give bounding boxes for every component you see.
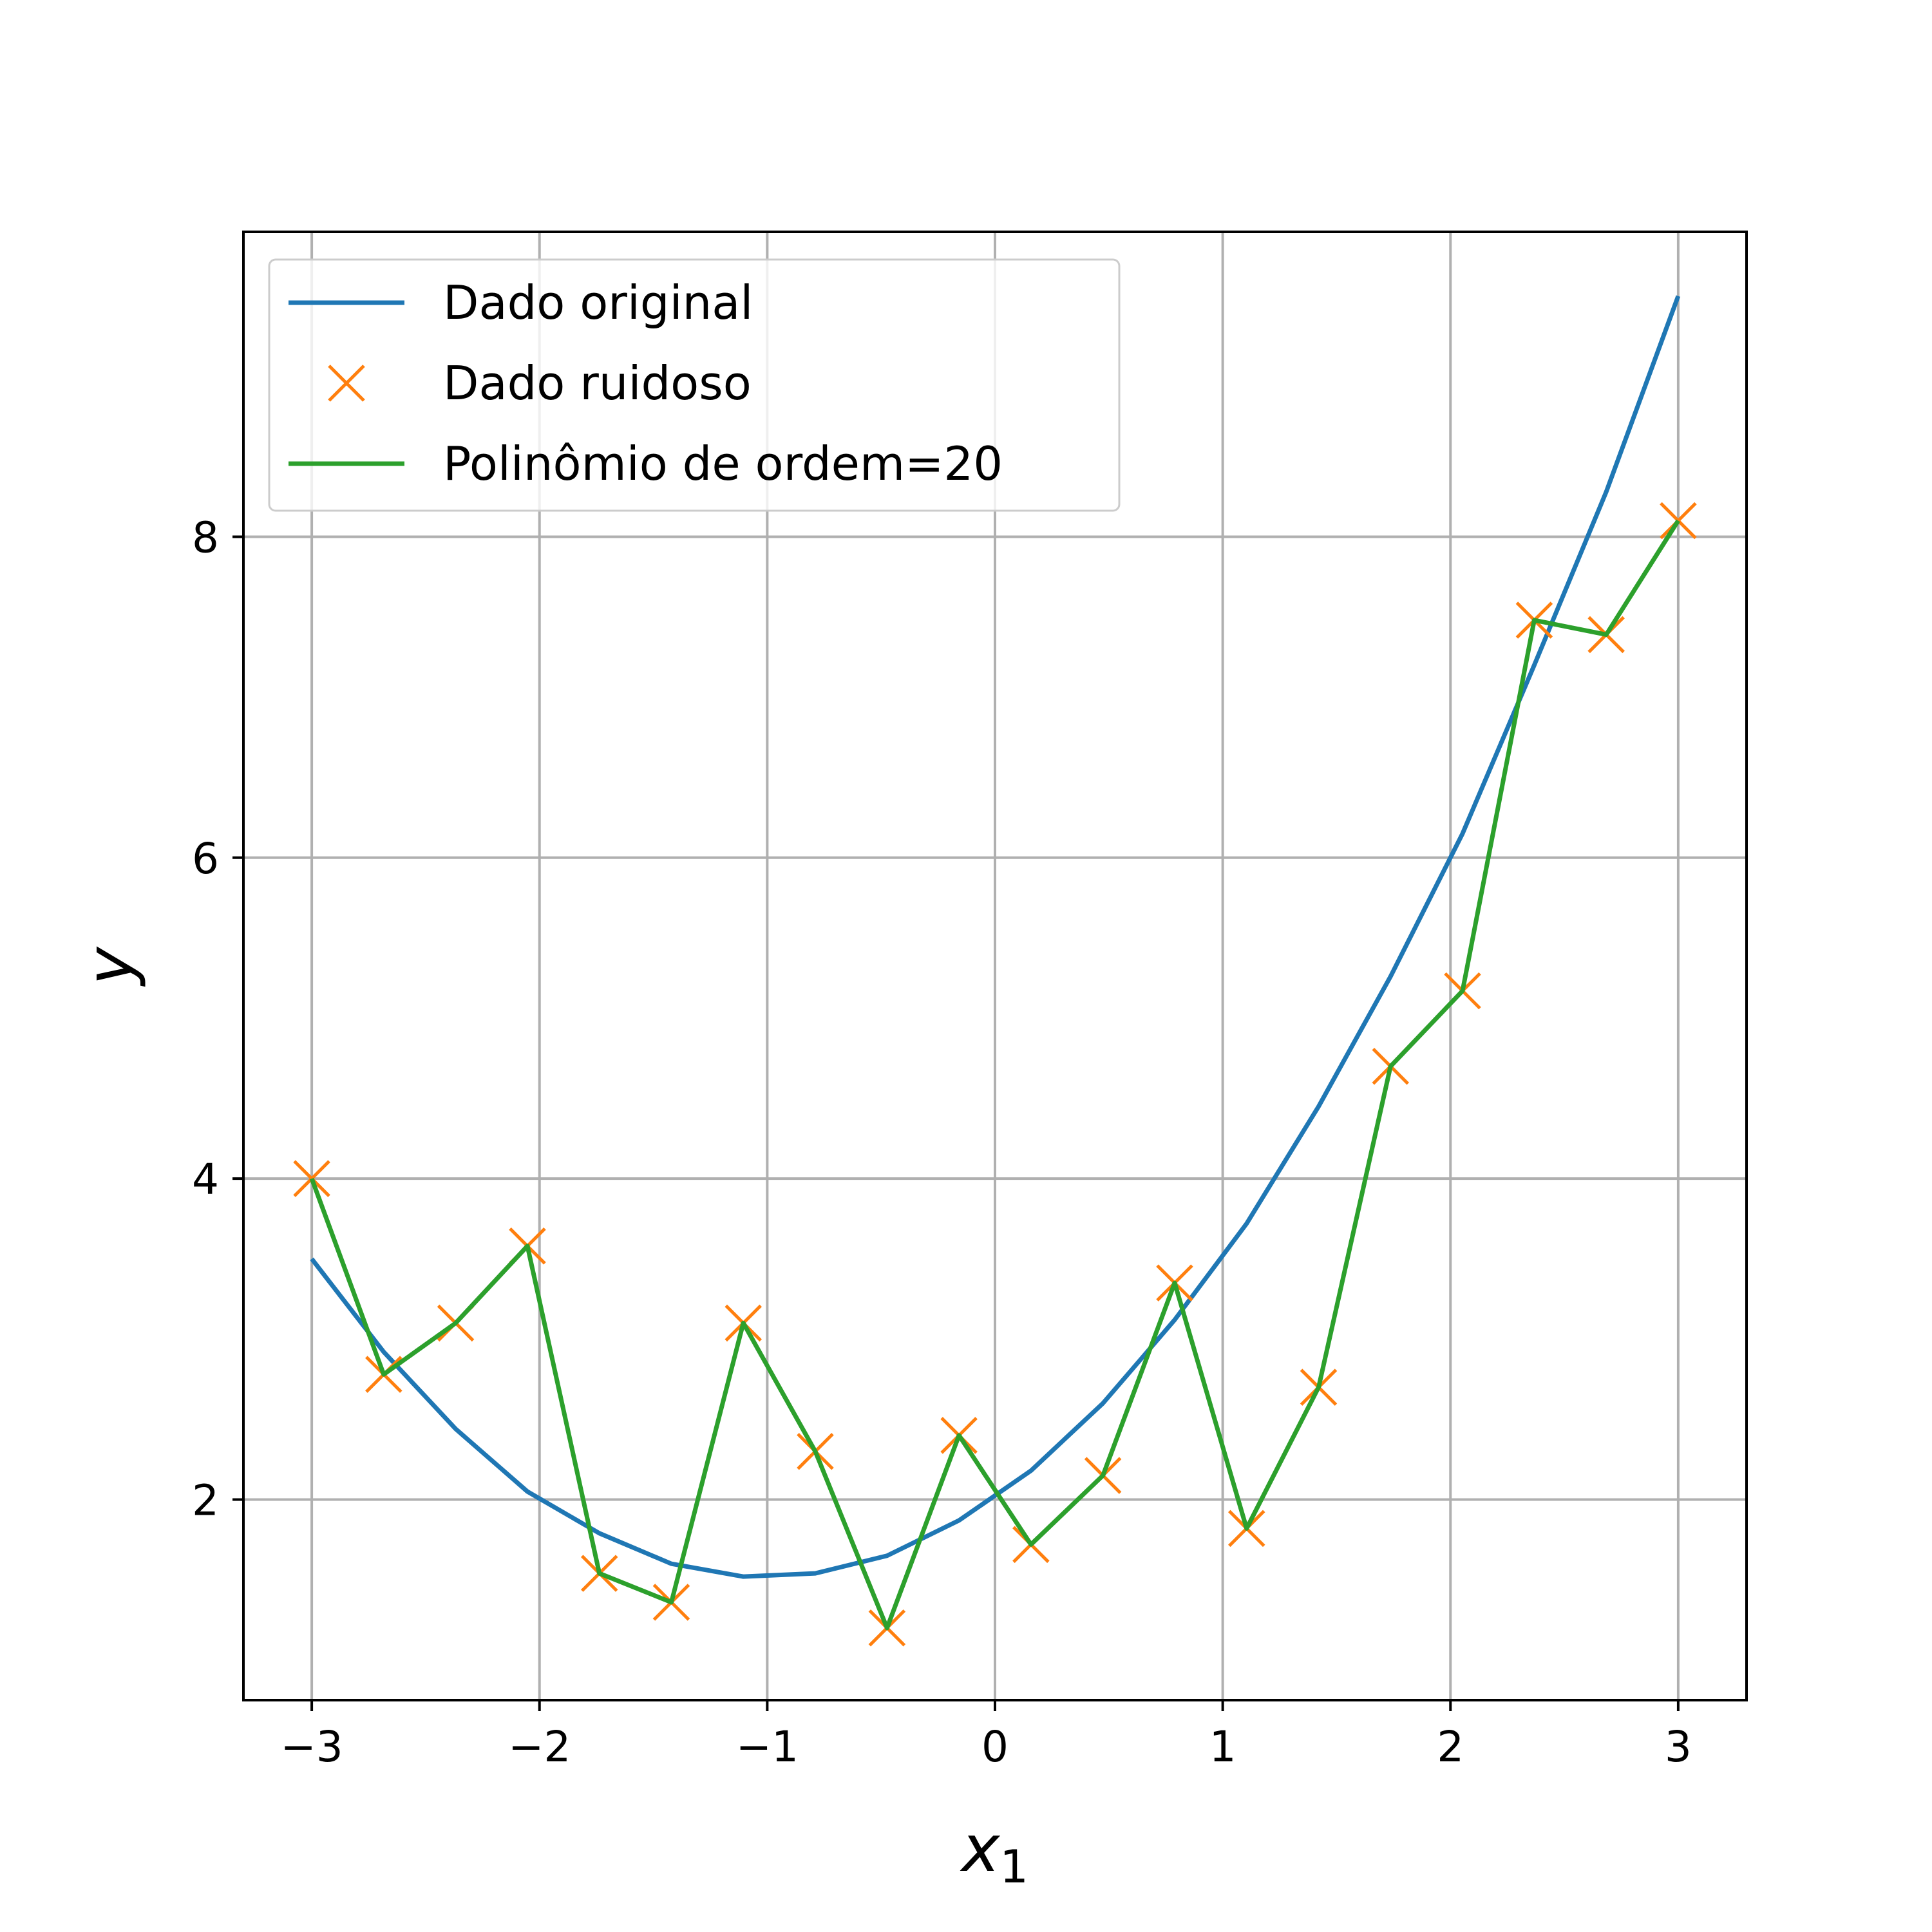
y-tick-label: 8 xyxy=(192,513,219,562)
axis-ticks: −3 −2 −1 0 1 2 3 2 4 6 8 xyxy=(192,513,1692,1772)
x-tick-label: −1 xyxy=(736,1722,799,1772)
series-line-original xyxy=(310,295,1681,1579)
x-tick-label: 3 xyxy=(1665,1722,1692,1772)
x-tick-label: −3 xyxy=(280,1722,343,1772)
plot-series xyxy=(293,295,1697,1647)
legend-box xyxy=(268,258,1121,512)
x-axis-label: x1 xyxy=(960,1811,1028,1893)
y-tick-label: 4 xyxy=(192,1155,219,1204)
series-line-fit xyxy=(309,519,1680,1631)
y-tick-label: 2 xyxy=(192,1476,219,1526)
legend: Dado original Dado ruidoso Polinômio de … xyxy=(268,258,1121,512)
x-tick-label: 0 xyxy=(981,1722,1009,1772)
x-tick-label: 1 xyxy=(1209,1722,1236,1772)
legend-marker-stroke-b xyxy=(328,365,365,402)
x-tick-label: 2 xyxy=(1437,1722,1464,1772)
legend-label-fit: Polinômio de ordem=20 xyxy=(443,437,1003,491)
legend-marker-noisy xyxy=(328,365,365,402)
x-axis-label-main: x xyxy=(960,1811,1001,1886)
x-axis-label-subscript: 1 xyxy=(999,1841,1028,1893)
x-tick-label: −2 xyxy=(508,1722,571,1772)
y-tick-label: 6 xyxy=(192,834,219,884)
legend-label-original: Dado original xyxy=(443,276,753,330)
y-axis-label: y xyxy=(72,946,147,987)
legend-label-noisy: Dado ruidoso xyxy=(443,356,752,410)
